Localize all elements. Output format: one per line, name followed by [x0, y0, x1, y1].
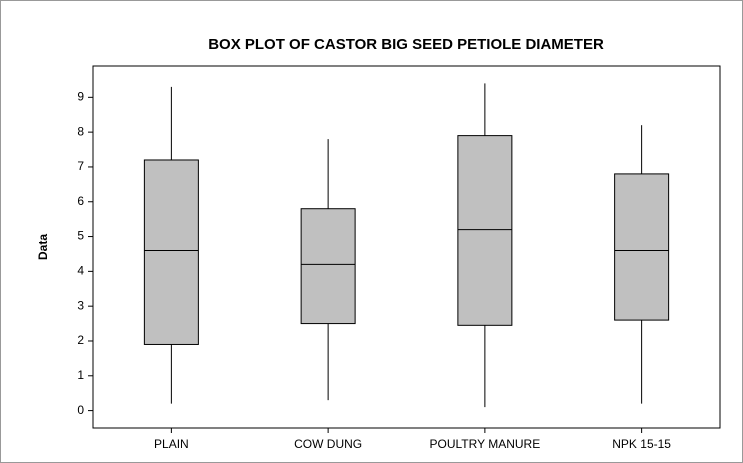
box	[614, 173, 670, 321]
y-tick-label: 7	[77, 159, 84, 173]
x-tick-label: NPK 15-15	[612, 437, 671, 451]
box	[300, 208, 356, 325]
y-tick-label: 1	[77, 368, 84, 382]
y-axis-label: Data	[36, 234, 50, 260]
y-tick-label: 2	[77, 333, 84, 347]
x-tick-label: PLAIN	[154, 437, 189, 451]
y-tick-label: 5	[77, 229, 84, 243]
box	[143, 159, 199, 345]
y-tick-label: 9	[77, 89, 84, 103]
y-tick-label: 8	[77, 124, 84, 138]
box	[457, 135, 513, 326]
y-tick-label: 3	[77, 298, 84, 312]
x-tick-label: COW DUNG	[294, 437, 362, 451]
y-tick-label: 4	[77, 264, 84, 278]
chart-title: BOX PLOT OF CASTOR BIG SEED PETIOLE DIAM…	[208, 36, 604, 53]
x-tick-label: POULTRY MANURE	[430, 437, 541, 451]
y-tick-label: 0	[77, 403, 84, 417]
y-tick-label: 6	[77, 194, 84, 208]
